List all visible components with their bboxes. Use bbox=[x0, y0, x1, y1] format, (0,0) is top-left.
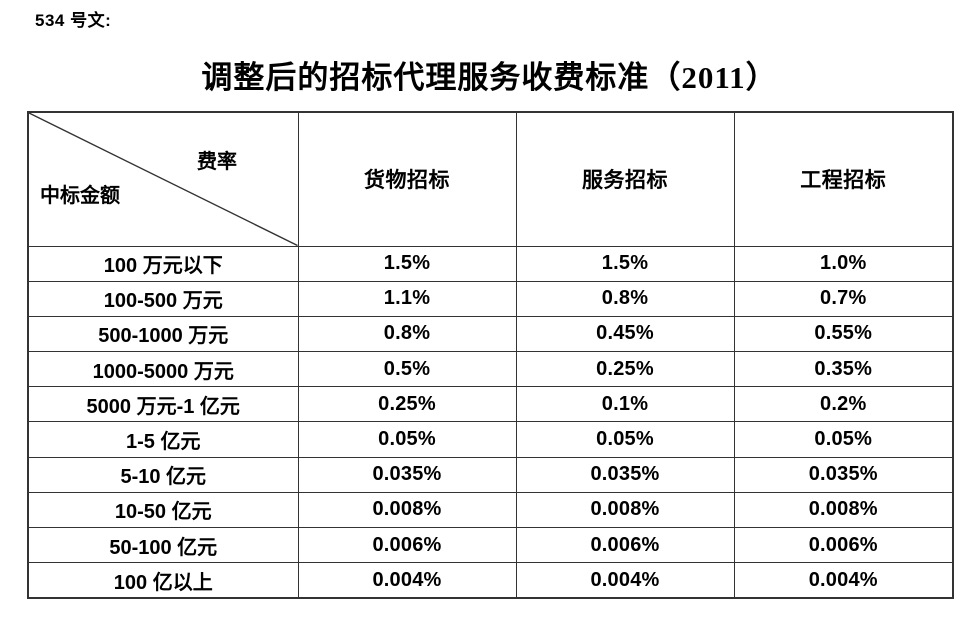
rate-cell: 0.45% bbox=[515, 315, 735, 353]
table-row: 1000-5000 万元 0.5% 0.25% 0.35% bbox=[27, 351, 954, 388]
rate-cell: 0.008% bbox=[515, 491, 735, 529]
rate-cell: 1.5% bbox=[297, 245, 517, 282]
corner-label-fee-rate: 费率 bbox=[197, 151, 237, 173]
table-row: 50-100 亿元 0.006% 0.006% 0.006% bbox=[27, 526, 954, 564]
table-row: 500-1000 万元 0.8% 0.45% 0.55% bbox=[27, 315, 954, 353]
row-label-award-amount: 500-1000 万元 bbox=[27, 315, 299, 353]
table-row: 5000 万元-1 亿元 0.25% 0.1% 0.2% bbox=[27, 386, 954, 423]
rate-cell: 0.035% bbox=[297, 456, 517, 493]
document-ref-label: 534 号文: bbox=[35, 11, 112, 30]
rate-cell: 0.004% bbox=[297, 562, 517, 599]
rate-cell: 0.035% bbox=[515, 456, 735, 493]
rate-cell: 0.8% bbox=[297, 315, 517, 353]
rate-cell: 0.008% bbox=[297, 491, 517, 529]
rate-cell: 0.004% bbox=[515, 562, 735, 599]
rate-cell: 0.05% bbox=[297, 421, 517, 458]
rate-cell: 0.006% bbox=[733, 526, 954, 564]
corner-header-cell: 费率 中标金额 bbox=[27, 111, 299, 247]
column-header-engineering-bidding: 工程招标 bbox=[733, 111, 954, 247]
rate-cell: 0.25% bbox=[515, 351, 735, 388]
table-row: 100 亿以上 0.004% 0.004% 0.004% bbox=[27, 562, 954, 599]
header-row: 费率 中标金额 货物招标 服务招标 工程招标 bbox=[27, 111, 954, 247]
rate-cell: 0.006% bbox=[515, 526, 735, 564]
fee-table-body: 100 万元以下 1.5% 1.5% 1.0% 100-500 万元 1.1% 0.8% 0.… bbox=[27, 245, 954, 599]
row-label-award-amount: 100-500 万元 bbox=[27, 280, 299, 317]
row-label-award-amount: 50-100 亿元 bbox=[27, 526, 299, 564]
rate-cell: 0.55% bbox=[733, 315, 954, 353]
rate-cell: 0.2% bbox=[733, 386, 954, 423]
rate-cell: 0.8% bbox=[515, 280, 735, 317]
rate-cell: 0.006% bbox=[297, 526, 517, 564]
rate-cell: 0.05% bbox=[515, 421, 735, 458]
rate-cell: 0.5% bbox=[297, 351, 517, 388]
row-label-award-amount: 100 万元以下 bbox=[27, 245, 299, 282]
row-label-award-amount: 1-5 亿元 bbox=[27, 421, 299, 458]
column-header-service-bidding: 服务招标 bbox=[515, 111, 735, 247]
row-label-award-amount: 10-50 亿元 bbox=[27, 491, 299, 529]
table-row: 10-50 亿元 0.008% 0.008% 0.008% bbox=[27, 491, 954, 529]
rate-cell: 0.35% bbox=[733, 351, 954, 388]
rate-cell: 0.05% bbox=[733, 421, 954, 458]
table-row: 5-10 亿元 0.035% 0.035% 0.035% bbox=[27, 456, 954, 493]
table-row: 1-5 亿元 0.05% 0.05% 0.05% bbox=[27, 421, 954, 458]
table-row: 100-500 万元 1.1% 0.8% 0.7% bbox=[27, 280, 954, 317]
row-label-award-amount: 5-10 亿元 bbox=[27, 456, 299, 493]
rate-cell: 1.1% bbox=[297, 280, 517, 317]
rate-cell: 1.0% bbox=[733, 245, 954, 282]
rate-cell: 0.008% bbox=[733, 491, 954, 529]
row-label-award-amount: 5000 万元-1 亿元 bbox=[27, 386, 299, 423]
diagonal-divider-line bbox=[29, 113, 298, 246]
column-header-goods-bidding: 货物招标 bbox=[297, 111, 517, 247]
document-title: 调整后的招标代理服务收费标准（2011） bbox=[201, 60, 778, 95]
corner-label-award-amount: 中标金额 bbox=[40, 185, 120, 207]
rate-cell: 0.1% bbox=[515, 386, 735, 423]
row-label-award-amount: 100 亿以上 bbox=[27, 562, 299, 599]
rate-cell: 0.7% bbox=[733, 280, 954, 317]
rate-cell: 0.035% bbox=[733, 456, 954, 493]
fee-standard-table: 费率 中标金额 货物招标 服务招标 工程招标 100 万元以下 1.5% 1.5% 1… bbox=[27, 111, 954, 599]
rate-cell: 0.25% bbox=[297, 386, 517, 423]
table-row: 100 万元以下 1.5% 1.5% 1.0% bbox=[27, 245, 954, 282]
rate-cell: 0.004% bbox=[733, 562, 954, 599]
row-label-award-amount: 1000-5000 万元 bbox=[27, 351, 299, 388]
rate-cell: 1.5% bbox=[515, 245, 735, 282]
